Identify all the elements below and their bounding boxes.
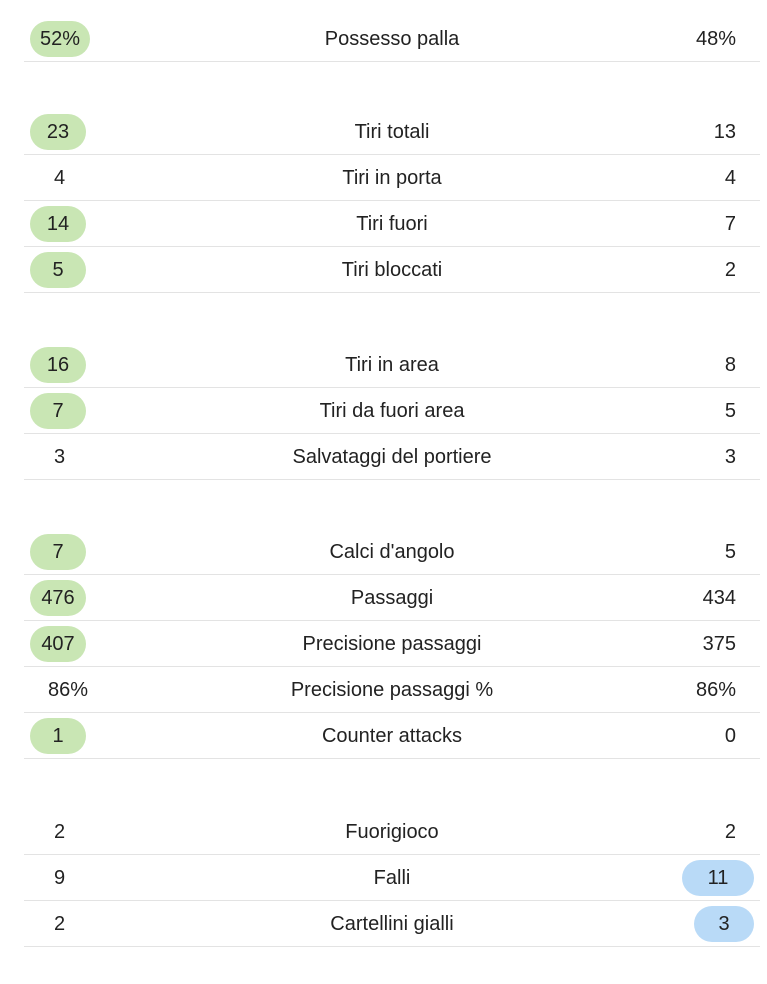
stat-label: Tiri totali [354,120,430,143]
away-value: 434 [702,586,736,609]
stat-label: Falli [373,866,411,889]
stat-label: Precisione passaggi [302,632,482,655]
stat-row: 23 Tiri totali 13 [24,109,760,155]
stat-label: Tiri in porta [342,166,442,189]
away-value: 3 [694,905,754,942]
stat-row: 86% Precisione passaggi % 86% [24,667,760,713]
away-value: 11 [682,859,754,896]
home-value: 4 [54,166,66,189]
stat-label: Salvataggi del portiere [292,445,492,468]
home-value: 3 [54,445,66,468]
home-value: 52% [30,20,91,57]
stat-row: 5 Tiri bloccati 2 [24,247,760,293]
stat-label: Calci d'angolo [329,540,455,563]
home-value: 14 [30,205,86,242]
stats-group-discipline: 2 Fuorigioco 2 9 Falli 11 2 Cartellini g… [24,809,760,947]
home-value: 2 [54,912,66,935]
away-value: 2 [724,820,736,843]
away-value: 4 [724,166,736,189]
home-value: 407 [30,625,86,662]
stat-row: 4 Tiri in porta 4 [24,155,760,201]
away-value: 5 [724,540,736,563]
stat-label: Cartellini gialli [330,912,454,935]
stat-row: 476 Passaggi 434 [24,575,760,621]
home-value: 86% [48,678,89,701]
away-value: 0 [724,724,736,747]
stat-label: Tiri fuori [356,212,428,235]
stats-group-passing: 7 Calci d'angolo 5 476 Passaggi 434 407 … [24,529,760,759]
stat-row: 407 Precisione passaggi 375 [24,621,760,667]
away-value: 2 [724,258,736,281]
home-value: 7 [30,533,86,570]
away-value: 48% [695,27,736,50]
stat-row: 14 Tiri fuori 7 [24,201,760,247]
home-value: 476 [30,579,86,616]
away-value: 8 [724,353,736,376]
away-value: 3 [724,445,736,468]
home-value: 16 [30,346,86,383]
stat-row: 2 Fuorigioco 2 [24,809,760,855]
home-value: 9 [54,866,66,889]
stat-label: Precisione passaggi % [290,678,494,701]
stat-label: Tiri bloccati [341,258,443,281]
stat-label: Possesso palla [324,27,460,50]
stat-row: 3 Salvataggi del portiere 3 [24,434,760,480]
stat-row: 9 Falli 11 [24,855,760,901]
stat-row: 52% Possesso palla 48% [24,16,760,62]
stat-label: Tiri da fuori area [319,399,465,422]
home-value: 7 [30,392,86,429]
away-value: 13 [713,120,736,143]
stat-label: Fuorigioco [345,820,439,843]
stats-group-shots: 23 Tiri totali 13 4 Tiri in porta 4 14 T… [24,109,760,293]
home-value: 1 [30,717,86,754]
stat-label: Counter attacks [321,724,463,747]
stat-row: 2 Cartellini gialli 3 [24,901,760,947]
stat-row: 7 Calci d'angolo 5 [24,529,760,575]
stat-label: Tiri in area [345,353,439,376]
stat-row: 7 Tiri da fuori area 5 [24,388,760,434]
stats-group-possession: 52% Possesso palla 48% [24,16,760,62]
away-value: 7 [724,212,736,235]
away-value: 375 [702,632,736,655]
away-value: 5 [724,399,736,422]
stat-row: 16 Tiri in area 8 [24,342,760,388]
home-value: 2 [54,820,66,843]
home-value: 5 [30,251,86,288]
stats-group-shot-location: 16 Tiri in area 8 7 Tiri da fuori area 5… [24,342,760,480]
home-value: 23 [30,113,86,150]
stat-row: 1 Counter attacks 0 [24,713,760,759]
away-value: 86% [695,678,736,701]
stat-label: Passaggi [350,586,434,609]
